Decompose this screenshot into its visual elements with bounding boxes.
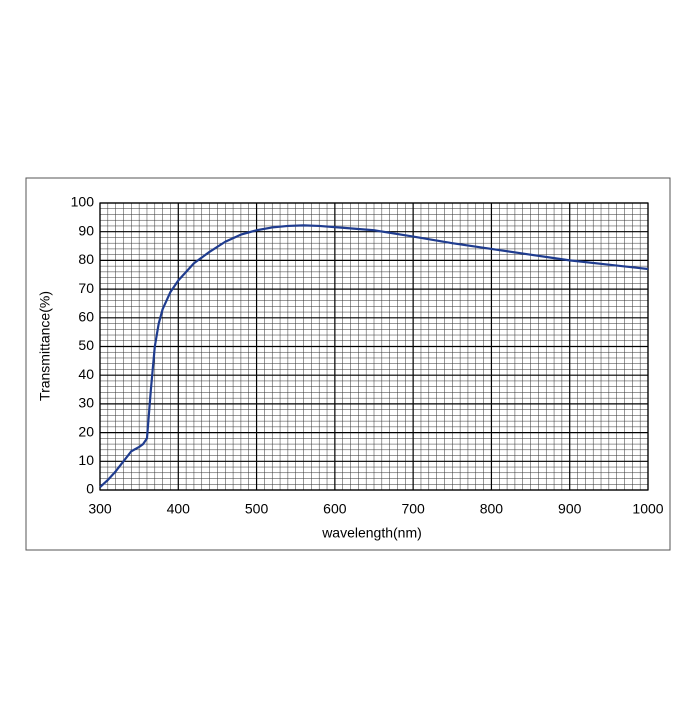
y-tick-label: 50 (78, 337, 94, 353)
y-tick-label: 60 (78, 309, 94, 325)
y-axis-label: Transmittance(%) (37, 291, 53, 401)
y-tick-label: 80 (78, 251, 94, 267)
x-tick-label: 500 (245, 501, 269, 517)
y-tick-label: 30 (78, 395, 94, 411)
y-tick-label: 70 (78, 280, 94, 296)
x-tick-label: 800 (480, 501, 504, 517)
frame (25, 177, 671, 551)
x-tick-label: 600 (323, 501, 347, 517)
x-tick-label: 700 (401, 501, 425, 517)
y-tick-label: 20 (78, 423, 94, 439)
y-tick-label: 100 (71, 194, 95, 210)
plot-border (99, 202, 649, 491)
y-tick-label: 10 (78, 452, 94, 468)
x-tick-label: 900 (558, 501, 582, 517)
data-line (99, 224, 649, 488)
x-tick-label: 1000 (632, 501, 663, 517)
y-tick-label: 0 (86, 481, 94, 497)
y-tick-label: 40 (78, 366, 94, 382)
x-axis-label: wavelength(nm) (321, 525, 422, 541)
x-tick-label: 400 (167, 501, 191, 517)
x-tick-label: 300 (88, 501, 112, 517)
y-tick-label: 90 (78, 222, 94, 238)
